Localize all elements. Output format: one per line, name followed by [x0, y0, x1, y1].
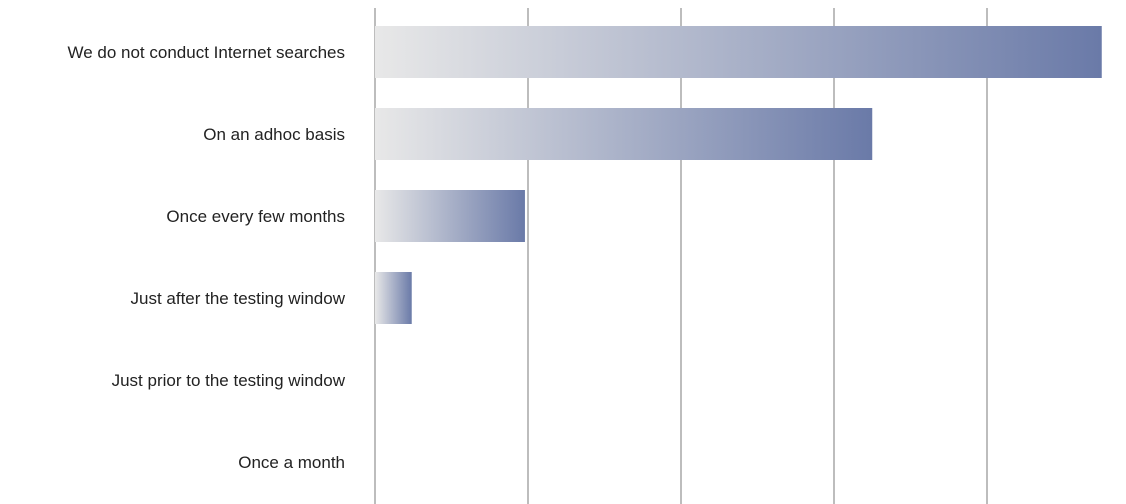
gridlines	[374, 8, 988, 504]
category-label-0: We do not conduct Internet searches	[67, 43, 345, 62]
category-label-2: Once every few months	[166, 207, 345, 226]
category-label-1: On an adhoc basis	[203, 125, 345, 144]
bar-0	[375, 26, 1102, 78]
bar-2	[375, 190, 525, 242]
category-label-3: Just after the testing window	[130, 289, 345, 308]
category-label-4: Just prior to the testing window	[112, 371, 346, 390]
category-labels: We do not conduct Internet searches On an…	[67, 43, 345, 472]
category-label-5: Once a month	[238, 453, 345, 472]
bar-1	[375, 108, 873, 160]
bars	[375, 26, 1102, 324]
bar-3	[375, 272, 412, 324]
